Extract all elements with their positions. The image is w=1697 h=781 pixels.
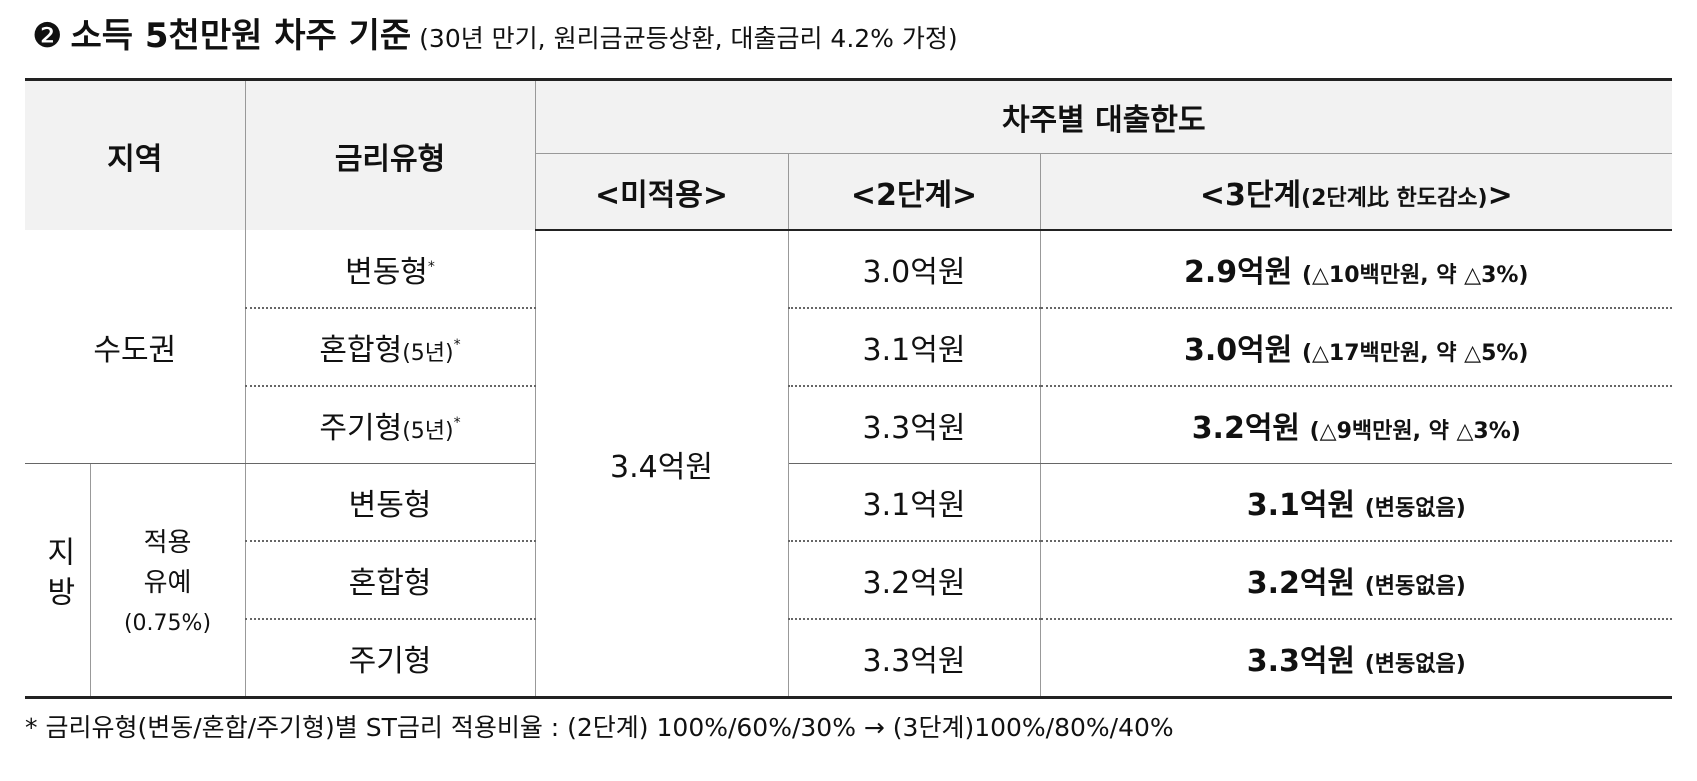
stage3-amount: 3.2억원 bbox=[1246, 566, 1356, 601]
rate-mark: * bbox=[453, 415, 461, 431]
header-row: <미적용> <2단계> <3단계(2단계比 한도감소)> bbox=[25, 153, 1673, 231]
rate-detail: (5년) bbox=[402, 341, 454, 366]
subregion-cell: 적용 유예 (0.75%) bbox=[89, 463, 246, 699]
stage2-cell: 3.3억원 bbox=[787, 619, 1041, 699]
stage3-cell: 3.3억원 (변동없음) bbox=[1039, 619, 1673, 699]
header-cell: <미적용> bbox=[535, 153, 789, 231]
table-body: 수도권 변동형* 3.4억원 3.0억원 2.9억원 (△10백만원, 약 △3%) 혼합… bbox=[25, 230, 1673, 699]
rate-mark: * bbox=[453, 337, 461, 353]
header-cell: <3단계(2단계比 한도감소)> bbox=[1039, 153, 1673, 231]
rate-mark: * bbox=[427, 258, 435, 275]
stage3-cell: 3.2억원 (변동없음) bbox=[1039, 541, 1673, 620]
title-main: 소득 5천만원 차주 기준 bbox=[70, 16, 412, 56]
stage3-cell: 3.0억원 (△17백만원, 약 △5%) bbox=[1039, 308, 1673, 387]
stage3-amount: 3.2억원 bbox=[1191, 411, 1301, 446]
rate-type-cell: 변동형 bbox=[244, 463, 536, 542]
stage3-amount: 3.1억원 bbox=[1246, 488, 1356, 523]
rate-type: 변동형 bbox=[345, 254, 428, 290]
stage3-note: (△9백만원, 약 △3%) bbox=[1309, 419, 1521, 444]
rate-type: 주기형 bbox=[319, 411, 403, 446]
header-note: (2단계比 한도감소) bbox=[1301, 185, 1488, 211]
stage3-amount: 3.0억원 bbox=[1184, 333, 1293, 368]
title-marker: ❷ bbox=[32, 16, 63, 56]
stage3-note: (변동없음) bbox=[1364, 496, 1466, 521]
header-cell: 차주별 대출한도 bbox=[534, 78, 1673, 154]
rate-type: 변동형 bbox=[348, 488, 432, 523]
rate-detail: (5년) bbox=[402, 419, 454, 444]
stage3-note: (△17백만원, 약 △5%) bbox=[1301, 341, 1529, 366]
rate-type-cell: 혼합형 bbox=[245, 541, 536, 620]
rate-type-cell: 변동형* bbox=[244, 230, 536, 309]
header-cell: 금리유형 bbox=[244, 78, 536, 230]
header-row: 지역 금리유형 차주별 대출한도 bbox=[25, 78, 1673, 230]
region-cell: 수도권 bbox=[25, 230, 246, 464]
rate-type-cell: 주기형 bbox=[245, 619, 536, 699]
table-header: 지역 금리유형 차주별 대출한도 <미적용> <2단계> <3단계(2단계比 한… bbox=[25, 78, 1673, 231]
stage2-cell: 3.3억원 bbox=[787, 386, 1041, 464]
table-row: 지방 적용 유예 (0.75%) 변동형 3.1억원 3.1억원 (변동없음) bbox=[25, 463, 1673, 699]
loan-table: 지역 금리유형 차주별 대출한도 <미적용> <2단계> <3단계(2단계比 한… bbox=[25, 78, 1673, 699]
subregion-rate: (0.75%) bbox=[123, 610, 212, 636]
rate-type: 혼합형 bbox=[319, 333, 403, 368]
stage3-note: (변동없음) bbox=[1364, 574, 1466, 599]
stage3-cell: 2.9억원 (△10백만원, 약 △3%) bbox=[1039, 230, 1673, 309]
stage3-cell: 3.1억원 (변동없음) bbox=[1039, 463, 1673, 542]
stage3-amount: 2.9억원 bbox=[1184, 255, 1293, 290]
title-note: (30년 만기, 원리금균등상환, 대출금리 4.2% 가정) bbox=[419, 24, 958, 53]
subregion: 적용 유예 bbox=[143, 527, 192, 598]
rate-type-cell: 혼합형(5년)* bbox=[245, 308, 536, 387]
stage3-note: (△10백만원, 약 △3%) bbox=[1301, 263, 1529, 288]
stage3-cell: 3.2억원 (△9백만원, 약 △3%) bbox=[1039, 386, 1673, 464]
stage3-note: (변동없음) bbox=[1364, 652, 1466, 677]
title: ❷ 소득 5천만원 차주 기준 (30년 만기, 원리금균등상환, 대출금리 4.2… bbox=[32, 8, 958, 57]
header-text: > bbox=[1487, 177, 1513, 213]
footnote: * 금리유형(변동/혼합/주기형)별 ST금리 적용비율 : (2단계) 100… bbox=[25, 713, 1174, 742]
rate-type-cell: 주기형(5년)* bbox=[245, 386, 536, 464]
table-row: 혼합형(5년)* 3.1억원 3.0억원 (△17백만원, 약 △5%) bbox=[25, 308, 1673, 387]
stage3-amount: 3.3억원 bbox=[1246, 644, 1356, 679]
region-cell: 지방 bbox=[25, 463, 91, 699]
header-cell: <2단계> bbox=[787, 153, 1041, 231]
table-row: 혼합형 3.2억원 3.2억원 (변동없음) bbox=[25, 541, 1673, 620]
rate-type: 혼합형 bbox=[348, 566, 432, 601]
region: 지방 bbox=[40, 536, 76, 616]
table-row: 주기형(5년)* 3.3억원 3.2억원 (△9백만원, 약 △3%) bbox=[25, 386, 1673, 464]
uncapped-cell: 3.4억원 bbox=[534, 230, 789, 699]
rate-type: 주기형 bbox=[348, 644, 432, 679]
stage2-cell: 3.2억원 bbox=[787, 541, 1041, 620]
table-row: 주기형 3.3억원 3.3억원 (변동없음) bbox=[25, 619, 1673, 699]
table-row: 수도권 변동형* 3.4억원 3.0억원 2.9억원 (△10백만원, 약 △3%) bbox=[25, 230, 1673, 699]
stage2-cell: 3.1억원 bbox=[787, 308, 1041, 387]
header-text: <3단계 bbox=[1199, 177, 1302, 213]
header-cell: 지역 bbox=[25, 78, 246, 230]
stage2-cell: 3.1억원 bbox=[787, 463, 1041, 542]
stage2-cell: 3.0억원 bbox=[787, 230, 1041, 309]
